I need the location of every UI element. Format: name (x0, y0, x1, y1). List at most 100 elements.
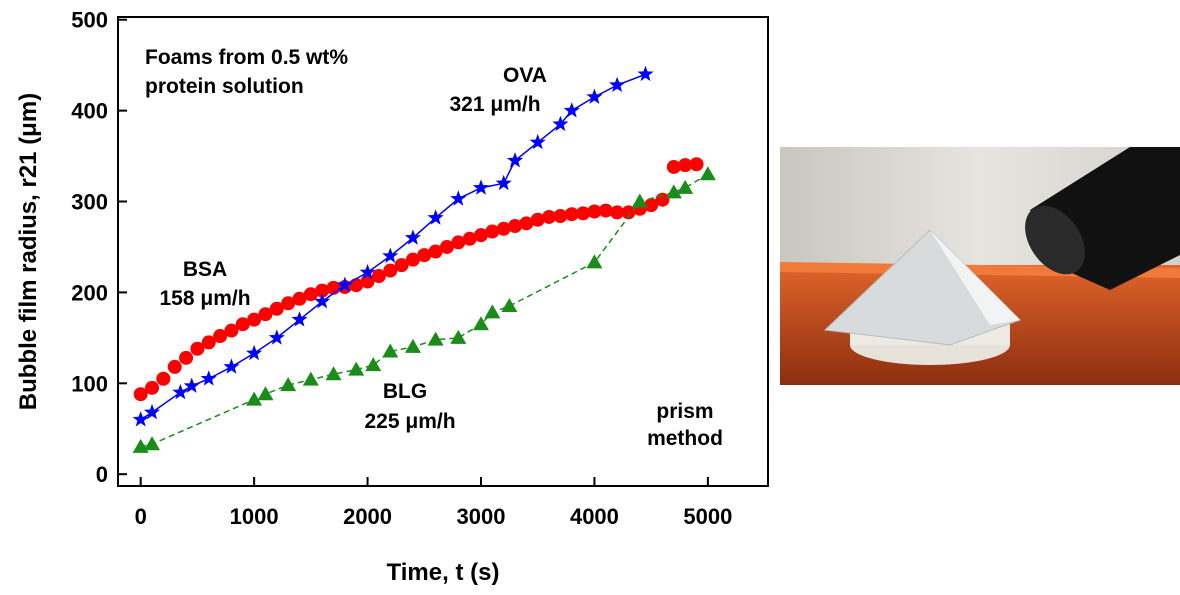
point (405, 252, 420, 267)
point (258, 307, 273, 322)
point (501, 298, 518, 313)
point (247, 312, 262, 327)
point (586, 88, 603, 104)
point (495, 174, 512, 191)
point (563, 102, 580, 118)
point (315, 283, 330, 298)
point (348, 361, 365, 376)
point (281, 296, 296, 311)
point (598, 203, 613, 218)
point (145, 380, 160, 395)
point (609, 76, 626, 92)
photo (780, 147, 1180, 385)
point (473, 316, 490, 331)
plot-frame (117, 16, 769, 487)
point (383, 263, 398, 278)
series (132, 65, 654, 427)
point (428, 244, 443, 259)
point (302, 371, 319, 386)
point (269, 301, 284, 316)
point (268, 329, 285, 345)
annotation: 225 μm/h (364, 410, 455, 433)
point (496, 221, 511, 236)
annotation: BSA (183, 258, 227, 281)
point (257, 386, 274, 401)
point (314, 293, 331, 309)
y-axis-title: Bubble film radius, r21 (μm) (15, 93, 42, 410)
annotation: protein solution (145, 75, 304, 98)
point (462, 231, 477, 246)
x-axis-title: Time, t (s) (387, 559, 500, 586)
point (666, 159, 681, 174)
point (382, 343, 399, 358)
point (699, 166, 716, 181)
point (677, 179, 694, 194)
point (644, 198, 659, 213)
point (246, 344, 263, 361)
point (224, 323, 239, 338)
x-tick-label: 4000 (570, 504, 619, 529)
y-tick-label: 200 (71, 280, 108, 305)
annotation: BLG (383, 380, 427, 403)
point (349, 278, 364, 293)
point (325, 366, 342, 381)
point (474, 228, 489, 243)
annotation: Foams from 0.5 wt% (145, 46, 348, 69)
point (506, 152, 524, 168)
series (133, 157, 704, 402)
point (292, 291, 307, 306)
point (564, 207, 579, 222)
point (132, 411, 149, 427)
point (365, 357, 382, 372)
x-tick-label: 2000 (343, 504, 392, 529)
series-line (140, 73, 646, 421)
point (610, 205, 625, 220)
point (303, 287, 318, 302)
point (637, 65, 654, 82)
point (586, 254, 603, 269)
y-tick-label: 400 (71, 99, 108, 124)
point (665, 184, 682, 199)
point (382, 247, 399, 263)
point (439, 239, 454, 254)
annotation: prism (656, 400, 713, 423)
point (201, 335, 216, 350)
point (235, 317, 250, 332)
point (246, 391, 263, 406)
point (404, 338, 421, 353)
annotation: method (647, 427, 723, 450)
point (678, 158, 693, 173)
x-tick-label: 0 (135, 504, 147, 529)
point (172, 383, 189, 400)
x-tick-label: 1000 (230, 504, 279, 529)
x-tick-label: 5000 (683, 504, 732, 529)
point (213, 329, 228, 344)
point (223, 358, 240, 374)
y-tick-label: 100 (71, 371, 108, 396)
point (200, 370, 217, 386)
point (530, 212, 545, 227)
annotation: 158 μm/h (159, 287, 250, 310)
point (508, 219, 523, 234)
point (280, 377, 297, 392)
point (450, 190, 467, 206)
annotation: 321 μm/h (449, 93, 540, 116)
point (631, 193, 648, 208)
point (156, 371, 171, 386)
point (621, 205, 636, 220)
point (190, 341, 205, 356)
annotation: OVA (503, 64, 547, 87)
x-tick-label: 3000 (457, 504, 506, 529)
point (144, 436, 161, 451)
point (371, 269, 386, 284)
point (359, 263, 376, 280)
y-tick-label: 300 (71, 190, 108, 215)
y-tick-label: 500 (71, 8, 108, 33)
point (179, 350, 194, 365)
point (336, 276, 353, 292)
point (450, 329, 467, 344)
point (553, 209, 568, 224)
point (291, 311, 308, 327)
